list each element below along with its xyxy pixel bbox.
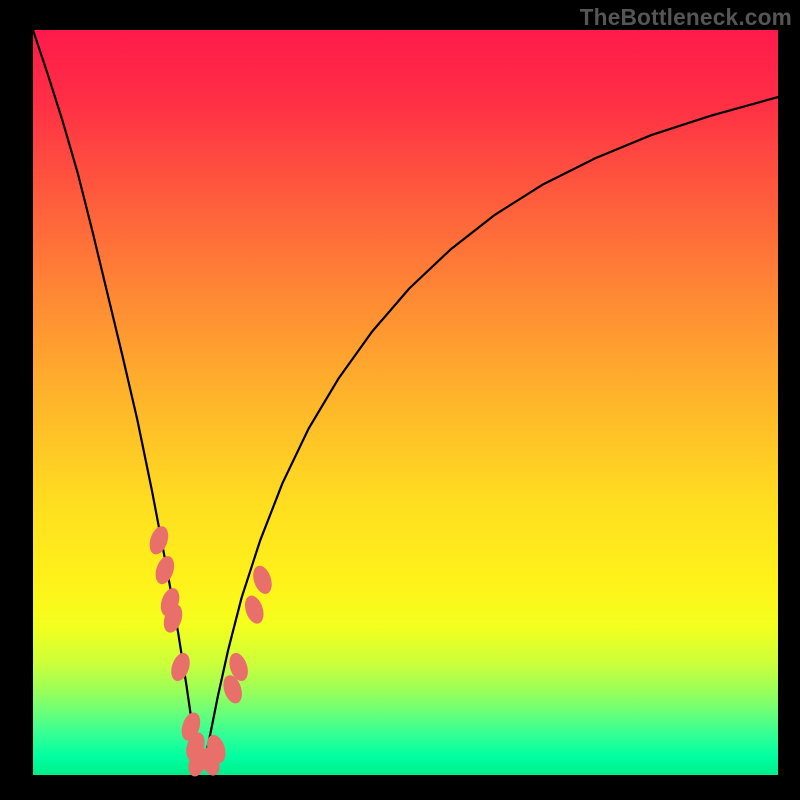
curve-layer (33, 30, 778, 775)
chart-stage: TheBottleneck.com (0, 0, 800, 800)
attribution-text: TheBottleneck.com (580, 4, 792, 31)
curve-marker (153, 554, 177, 586)
curve-markers (147, 525, 274, 779)
curve-marker (251, 564, 275, 596)
curve-marker (169, 651, 193, 683)
curve-marker (147, 525, 171, 557)
curve-marker (242, 594, 266, 626)
plot-area (33, 30, 778, 775)
bottleneck-curve (33, 30, 778, 771)
